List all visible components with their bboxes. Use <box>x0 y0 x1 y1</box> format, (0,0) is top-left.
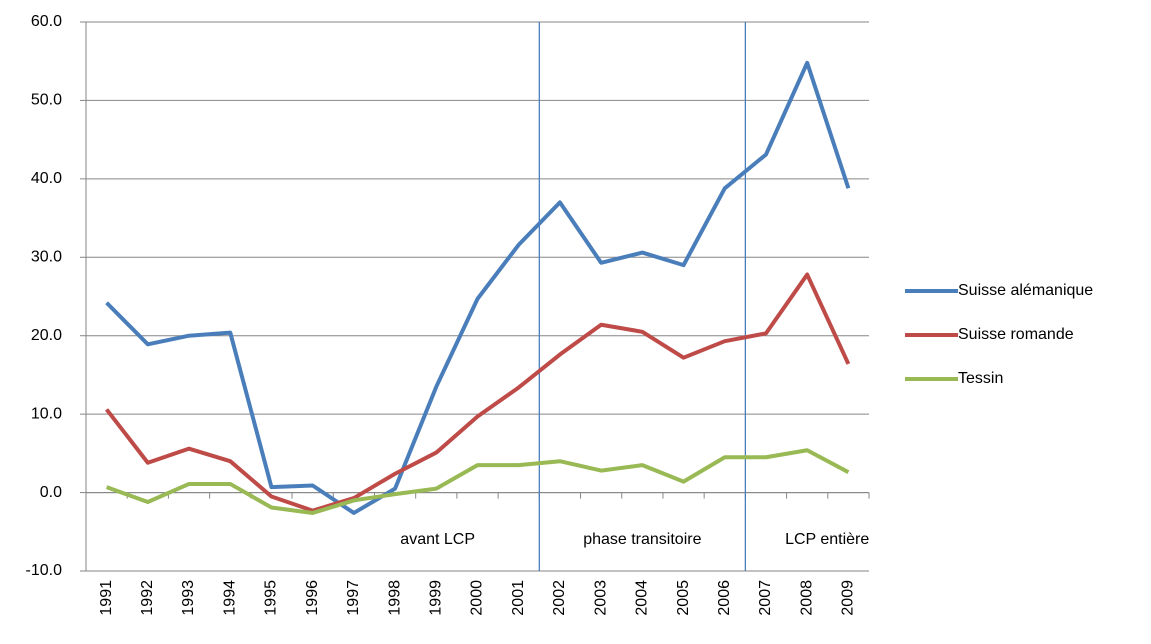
x-tick-label: 2005 <box>675 580 692 616</box>
y-tick-label: 10.0 <box>31 405 62 422</box>
x-tick-label: 1999 <box>428 580 445 616</box>
legend-label: Suisse romande <box>958 326 1074 343</box>
x-tick-label: 1998 <box>386 580 403 616</box>
series-line <box>105 60 851 515</box>
y-tick-label: 50.0 <box>31 92 62 109</box>
series-line <box>105 448 850 515</box>
y-tick-label: 40.0 <box>31 170 62 187</box>
legend-label: Tessin <box>958 370 1003 387</box>
phase-label: avant LCP <box>400 531 475 548</box>
x-tick-label: 1993 <box>180 580 197 616</box>
x-tick-label: 2000 <box>469 580 486 616</box>
phase-label: phase transitoire <box>583 531 701 548</box>
x-tick-label: 1991 <box>98 580 115 616</box>
x-tick-label: 1992 <box>139 580 156 616</box>
y-tick-label: 60.0 <box>31 13 62 30</box>
x-tick-label: 2003 <box>592 580 609 616</box>
y-tick-label: 0.0 <box>40 484 62 501</box>
x-tick-label: 2006 <box>716 580 733 616</box>
x-tick-label: 2001 <box>510 580 527 616</box>
x-tick-label: 2004 <box>634 580 651 616</box>
x-tick-label: 1997 <box>345 580 362 616</box>
x-tick-label: 2009 <box>840 580 857 616</box>
x-tick-label: 2008 <box>798 580 815 616</box>
x-tick-label: 1994 <box>221 580 238 616</box>
legend-label: Suisse alémanique <box>958 282 1093 299</box>
x-tick-label: 2007 <box>757 580 774 616</box>
y-tick-label: -10.0 <box>26 562 63 579</box>
x-tick-label: 1996 <box>304 580 321 616</box>
x-tick-label: 2002 <box>551 580 568 616</box>
y-tick-label: 30.0 <box>31 249 62 266</box>
x-tick-label: 1995 <box>263 580 280 616</box>
y-tick-label: 20.0 <box>31 327 62 344</box>
series-line <box>105 272 851 513</box>
phase-label: LCP entière <box>785 531 869 548</box>
